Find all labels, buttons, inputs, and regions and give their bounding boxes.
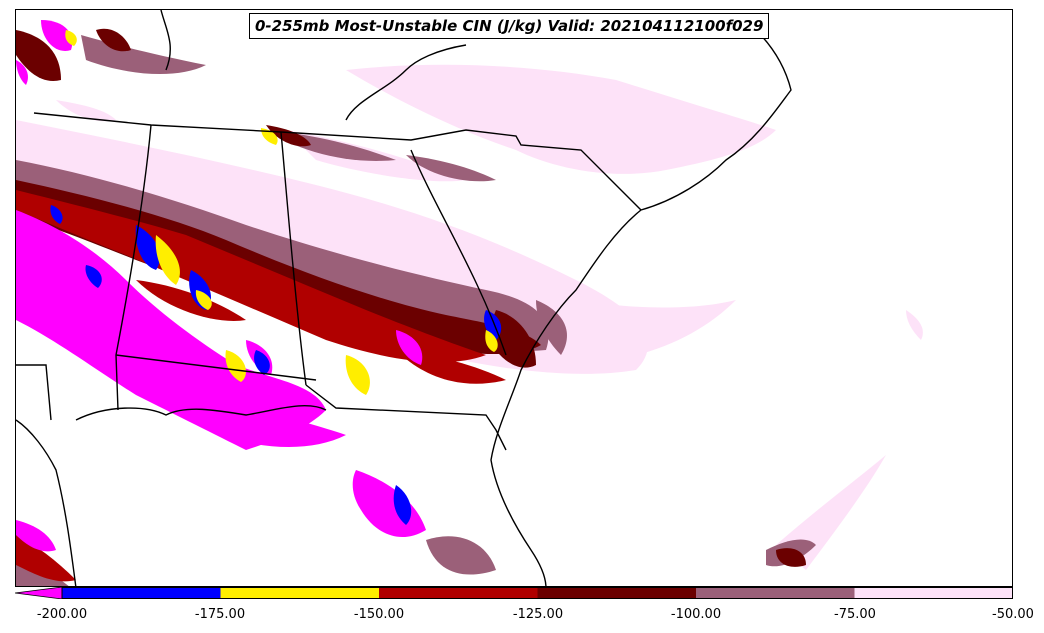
cin-map (15, 9, 1013, 587)
colorbar-tick-label: -125.00 (512, 607, 564, 622)
state-border-fl (305, 384, 507, 451)
state-border-va (345, 44, 467, 121)
colorbar-tick-label: -100.00 (670, 607, 722, 622)
state-border-tx (16, 364, 52, 421)
state-border-north (33, 112, 642, 211)
colorbar-tick-label: -200.00 (36, 607, 88, 622)
colorbar-extend-min (15, 587, 63, 599)
map-canvas (16, 10, 923, 586)
colorbar-outline (61, 587, 1013, 599)
colorbar-bin-4 (696, 587, 855, 599)
colorbar-bin-1 (220, 587, 379, 599)
state-border-ms-al (280, 131, 307, 386)
colorbar-tick-label: -50.00 (992, 607, 1034, 622)
colorbar-bin-3 (537, 587, 696, 599)
state-border-la (115, 354, 317, 381)
cin-band-150-125 (16, 190, 506, 582)
cin-band-175-150 (65, 30, 498, 395)
colorbar-tick-label: -75.00 (834, 607, 876, 622)
coast-georgia-florida (490, 209, 642, 586)
colorbar-tick-label: -175.00 (194, 607, 246, 622)
map-title: 0-255mb Most-Unstable CIN (J/kg) Valid: … (249, 13, 770, 39)
colorbar-bin-0 (62, 587, 221, 599)
boundaries (16, 10, 792, 586)
colorbar-tick-label: -150.00 (353, 607, 405, 622)
coast-texas (16, 419, 77, 586)
colorbar-bin-2 (379, 587, 538, 599)
state-border-ky (160, 10, 171, 71)
coast-carolinas (640, 29, 792, 211)
state-border-ar (115, 124, 152, 411)
state-border-al-ga (410, 149, 507, 356)
colorbar (15, 587, 1013, 599)
colorbar-bin-5 (854, 587, 1013, 599)
coast-gulf (75, 405, 327, 421)
